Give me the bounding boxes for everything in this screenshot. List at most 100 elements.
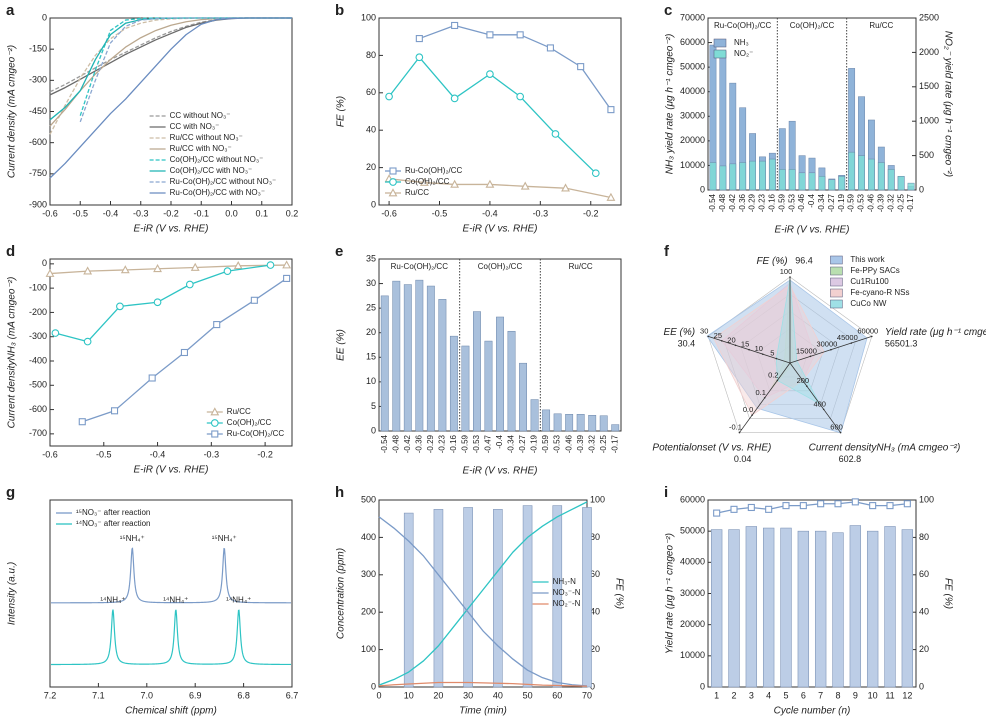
y-tick-label: 10000 xyxy=(680,650,705,660)
y-axis-label: NH₃ yield rate (μg h⁻¹ cmgeo⁻²) xyxy=(665,34,676,175)
radar-tick xyxy=(761,353,764,355)
x-tick-label: -0.59 xyxy=(541,434,550,453)
y2-tick-label: 1000 xyxy=(919,116,939,126)
radar-tick-label: 10 xyxy=(755,344,763,353)
x-tick-label: -0.46 xyxy=(797,193,806,212)
y-tick-label: 15 xyxy=(366,352,376,362)
legend-label: Cu1Ru100 xyxy=(850,277,889,286)
x-tick-label: -0.32 xyxy=(886,193,895,212)
x-tick-label: 8 xyxy=(835,690,840,700)
spectrum-trace xyxy=(51,547,292,604)
radar-tick xyxy=(870,335,873,338)
marker xyxy=(551,130,560,138)
x-tick-label: -0.4 xyxy=(150,449,166,459)
x-tick-label: -0.5 xyxy=(432,208,448,218)
y2-tick-label: 60 xyxy=(919,569,929,579)
marker xyxy=(266,261,275,269)
panel: b 0 20 40 60 80 100 -0.6 -0.5 -0.4 -0.3 -0.2 E-iR (V… xyxy=(335,2,622,235)
y2-tick-label: 60 xyxy=(590,569,600,579)
x-tick-label: -0.42 xyxy=(403,434,412,453)
series-line xyxy=(378,681,588,687)
marker xyxy=(388,188,398,197)
x-tick-label: 70 xyxy=(582,690,592,700)
bar xyxy=(461,345,470,432)
bar xyxy=(832,532,844,688)
y-tick-label: 80 xyxy=(366,50,376,60)
y-tick-label: 100 xyxy=(361,644,376,654)
radar-tick-label: 15000 xyxy=(796,346,817,355)
panel: c 0 10000 20000 30000 40000 50000 60000 70000 0 50… xyxy=(664,2,953,236)
x-tick-label: -0.25 xyxy=(896,193,905,212)
y2-tick-label: 1500 xyxy=(919,81,939,91)
bar xyxy=(762,527,775,688)
marker xyxy=(190,262,200,271)
y-tick-label: 20000 xyxy=(680,619,705,629)
marker xyxy=(283,274,291,282)
bar xyxy=(463,507,473,688)
x-axis-label: Time (min) xyxy=(459,706,507,717)
radar-area xyxy=(713,285,825,416)
series-line xyxy=(378,501,588,686)
x-tick-label: -0.53 xyxy=(857,193,866,212)
x-tick-label: 9 xyxy=(853,690,858,700)
legend-swatch xyxy=(830,277,843,287)
marker xyxy=(419,177,429,186)
y2-tick-label: 2500 xyxy=(919,12,939,22)
y-tick-label: 70000 xyxy=(680,12,705,22)
panel-label: g xyxy=(6,484,15,501)
y-tick-label: 60000 xyxy=(680,494,705,504)
marker xyxy=(851,498,859,506)
legend-label: This work xyxy=(850,255,885,264)
marker xyxy=(116,302,124,311)
panel-label: f xyxy=(664,243,670,260)
series-line xyxy=(716,501,908,514)
y2-tick-label: 0 xyxy=(919,184,924,194)
bar xyxy=(576,414,585,432)
y-tick-label: 0 xyxy=(371,199,376,209)
x-tick-label: 6.9 xyxy=(189,690,202,700)
radar-tick-label: 600 xyxy=(830,423,843,432)
y2-tick-label: 0 xyxy=(590,681,595,691)
bar xyxy=(438,299,447,432)
y-axis-label: FE (%) xyxy=(336,96,347,127)
bar xyxy=(749,160,756,191)
legend-label: CC with NO₃⁻ xyxy=(170,122,220,131)
legend-label: Ru/CC xyxy=(227,407,251,416)
y-tick-label: -300 xyxy=(29,331,47,341)
x-tick-label: 2 xyxy=(731,690,736,700)
x-axis-label: E-iR (V vs. RHE) xyxy=(134,465,209,476)
panel: i 0 10000 20000 30000 40000 50000 60000 0 20 40 60 8… xyxy=(664,484,953,717)
panel: e 0 5 10 15 20 25 30 35 E-iR (V vs. RHE) EE (%) Ru-… xyxy=(335,243,622,477)
plot-frame xyxy=(49,258,293,447)
x-tick-label: -0.59 xyxy=(461,434,470,453)
x-tick-label: -0.5 xyxy=(72,208,88,218)
legend-label: ¹⁴NO₃⁻ after reaction xyxy=(76,519,151,528)
radar-tick-label: 15 xyxy=(741,340,749,349)
bar xyxy=(392,280,401,432)
x-tick-label: -0.54 xyxy=(380,434,389,453)
y-tick-label: 0 xyxy=(42,258,47,268)
radar-tick-label: 45000 xyxy=(837,333,858,342)
x-tick-label: 7.1 xyxy=(92,690,105,700)
bar xyxy=(709,162,717,191)
radar-tick xyxy=(822,408,825,411)
marker xyxy=(110,407,119,415)
x-tick-label: -0.5 xyxy=(96,449,112,459)
marker xyxy=(389,178,397,186)
marker xyxy=(213,321,221,329)
x-tick-label: 3 xyxy=(749,690,754,700)
radar-axis-label: Potentialonset (V vs. RHE) xyxy=(652,442,771,453)
marker xyxy=(817,500,825,508)
x-tick-label: -0.53 xyxy=(472,434,481,453)
marker xyxy=(546,44,554,52)
marker xyxy=(210,419,219,427)
marker xyxy=(903,500,911,508)
bar xyxy=(582,507,592,688)
bar xyxy=(907,182,915,191)
y-tick-label: -500 xyxy=(29,380,47,390)
y2-tick-label: 2000 xyxy=(919,47,939,57)
x-tick-label: -0.16 xyxy=(767,193,776,212)
marker xyxy=(765,505,773,513)
marker xyxy=(451,21,459,30)
